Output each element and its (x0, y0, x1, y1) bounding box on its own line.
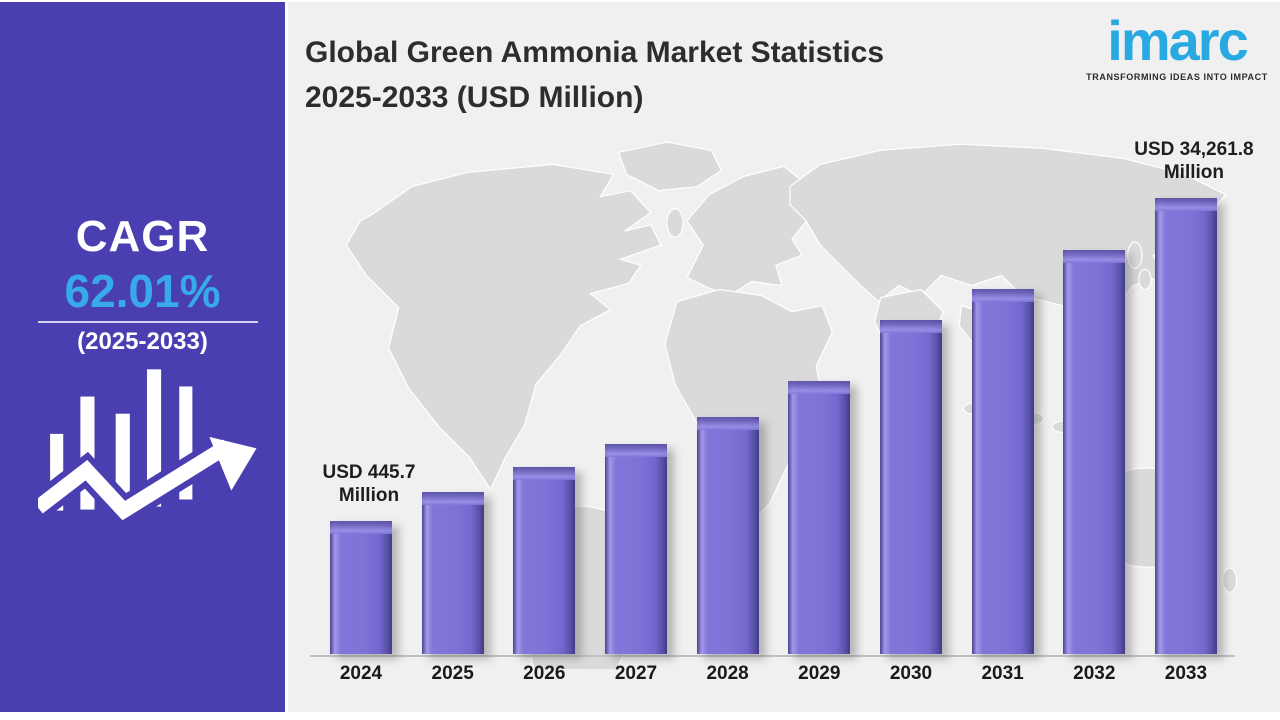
cagr-value: 62.01% (64, 265, 221, 317)
chart-panel: Global Green Ammonia Market Statistics 2… (288, 2, 1280, 712)
data-label-2024: USD 445.7 Million (322, 462, 416, 506)
imarc-logo-text: imarc (1107, 9, 1248, 72)
data-label-2033: USD 34,261.8 Million (1134, 139, 1254, 183)
x-axis-label-2030: 2030 (889, 663, 933, 684)
bar-2028 (696, 417, 759, 654)
x-axis-label-2025: 2025 (431, 663, 474, 684)
bar-2030 (879, 320, 942, 654)
imarc-logo: imarc TRANSFORMING IDEAS INTO IMPACT (1086, 8, 1268, 98)
bar-chart-up-arrow-icon (38, 369, 262, 524)
imarc-logo-tagline: TRANSFORMING IDEAS INTO IMPACT (1086, 72, 1268, 82)
chart-title: Global Green Ammonia Market Statistics 2… (305, 30, 1065, 120)
x-axis-label-2031: 2031 (981, 663, 1024, 684)
x-axis-label-2024: 2024 (339, 663, 383, 684)
bar-2024 (330, 521, 392, 654)
x-axis-label-2028: 2028 (706, 663, 749, 684)
cagr-divider (38, 321, 258, 323)
chart-title-line1: Global Green Ammonia Market Statistics (305, 36, 885, 69)
bar-2032 (1063, 250, 1126, 654)
chart-baseline (310, 655, 1235, 657)
cagr-sidebar: CAGR 62.01% (2025-2033) (0, 2, 285, 712)
bar-2027 (604, 444, 667, 654)
cagr-period: (2025-2033) (77, 328, 208, 355)
x-axis-label-2033: 2033 (1164, 663, 1208, 684)
bar-chart: 2024 2025 2026 2027 2028 2029 2030 2031 2032 2033… (288, 2, 1280, 712)
bar-2031 (971, 289, 1034, 654)
bar-2026 (513, 467, 576, 654)
x-axis-label-2027: 2027 (614, 663, 658, 684)
chart-title-line2: 2025-2033 (USD Million) (305, 81, 644, 114)
bar-2033 (1154, 198, 1217, 654)
x-axis-label-2032: 2032 (1073, 663, 1116, 684)
bar-2029 (788, 381, 851, 654)
cagr-label: CAGR (75, 212, 210, 261)
bar-2025 (421, 492, 484, 654)
x-axis-label-2029: 2029 (798, 663, 841, 684)
x-axis-label-2026: 2026 (523, 663, 566, 684)
